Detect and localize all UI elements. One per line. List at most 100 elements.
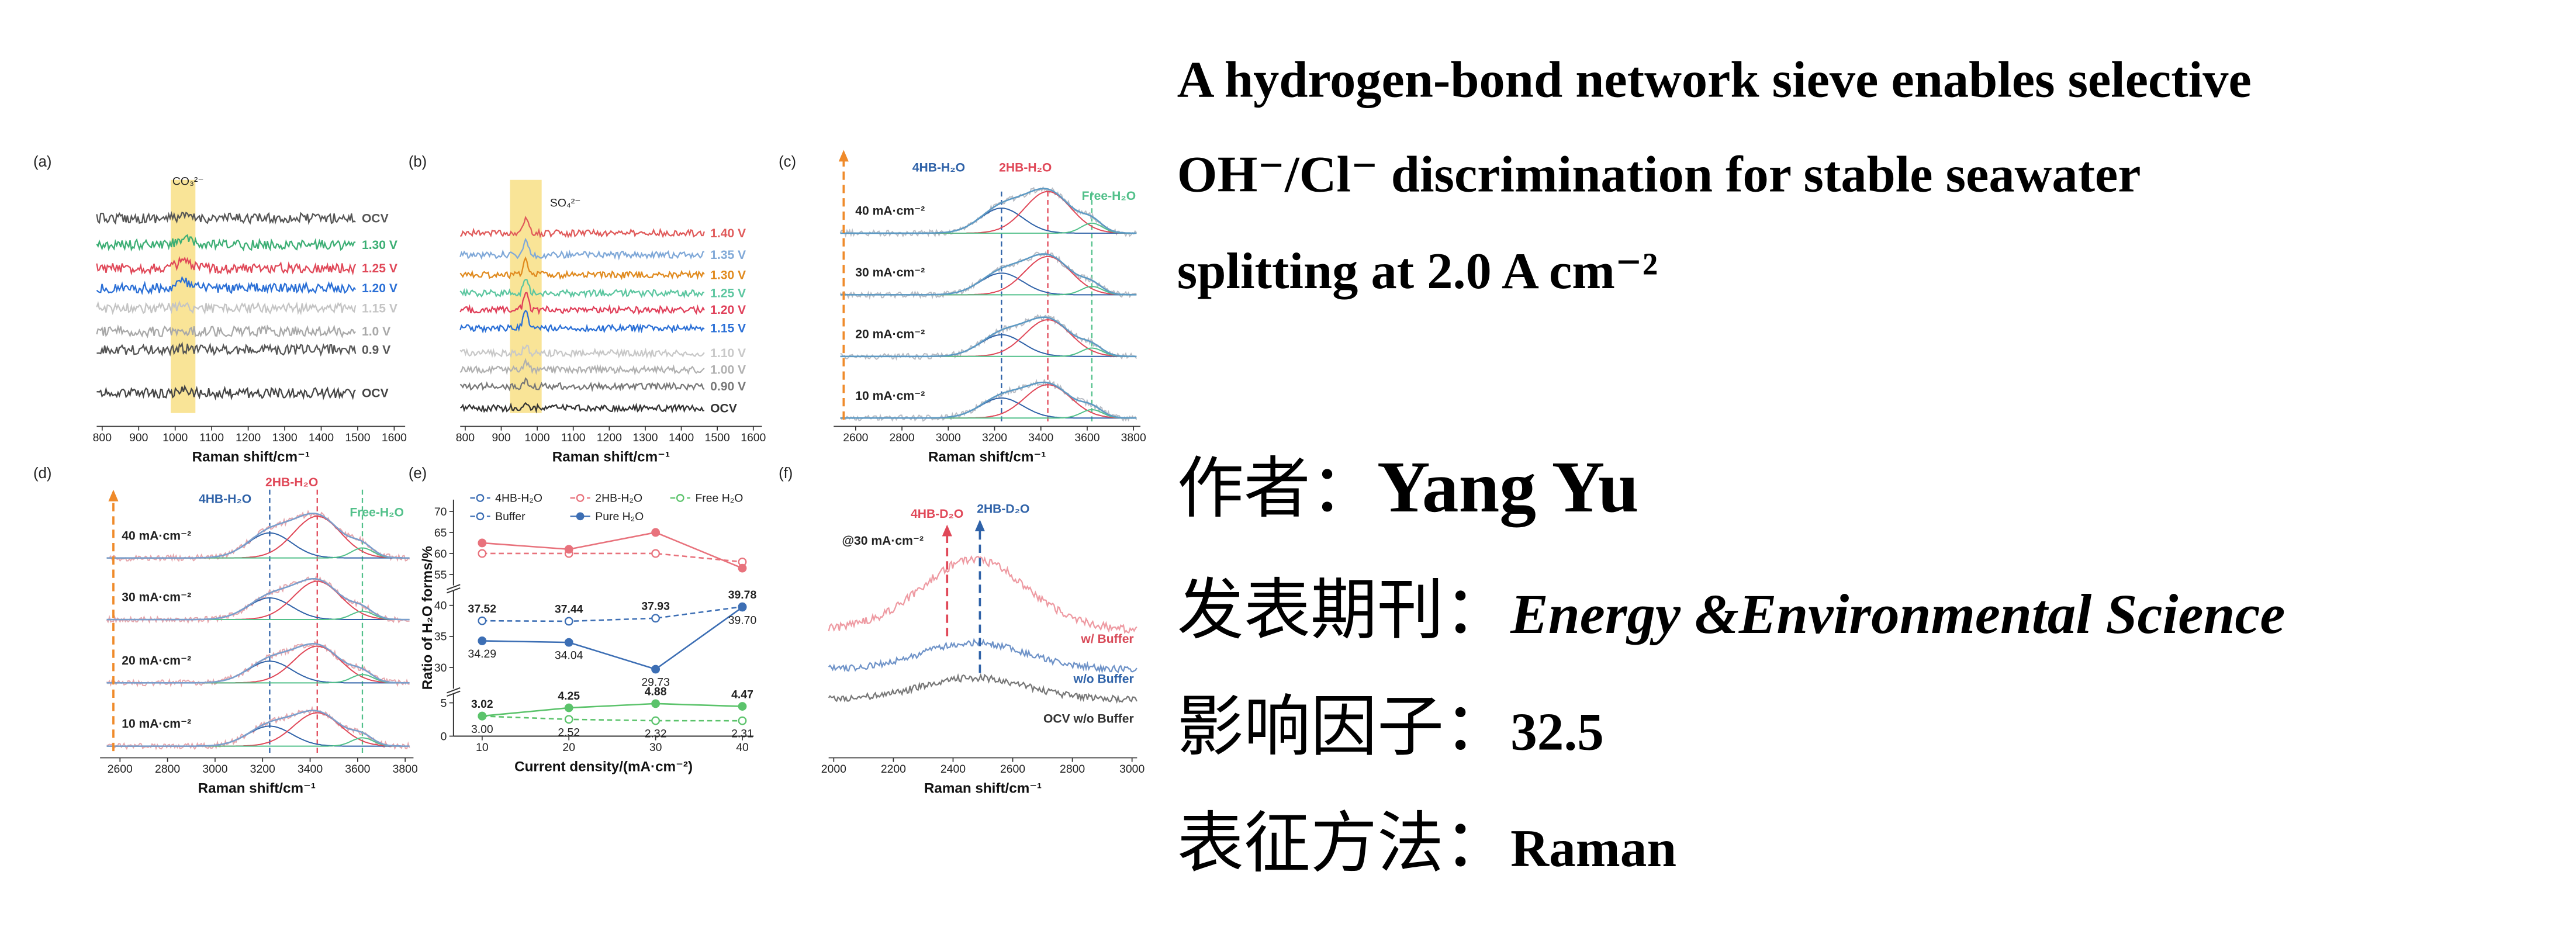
curve-label: w/ Buffer: [1080, 632, 1133, 646]
spectrum: [459, 344, 705, 359]
title-line: OH⁻/Cl⁻ discrimination for stable seawat…: [1177, 146, 2141, 203]
peak-label: Free-H₂O: [350, 506, 404, 519]
x-axis-label: Raman shift/cm⁻¹: [192, 449, 310, 465]
info-value: Yang Yu: [1377, 447, 1639, 528]
y-tick-label: 60: [434, 548, 447, 561]
fit-sum: [106, 577, 410, 621]
point: [564, 638, 573, 647]
value-label: 39.70: [728, 614, 757, 627]
x-tick-label: 30: [649, 741, 662, 754]
x-tick-label: 3800: [393, 763, 418, 776]
value-label: 4.47: [731, 688, 753, 701]
curve-label: 1.35 V: [710, 248, 746, 262]
value-label: 37.44: [555, 603, 583, 616]
spectrum: [839, 250, 1137, 300]
fit-sum: [840, 316, 1137, 358]
arrow-head: [974, 520, 985, 532]
curve-label: 10 mA·cm⁻²: [855, 389, 925, 403]
x-tick-label: 1600: [741, 431, 766, 444]
x-tick-label: 2800: [155, 763, 180, 776]
x-axis-label: Current density/(mA·cm⁻²): [514, 759, 693, 774]
spectrum: [96, 324, 356, 338]
point: [651, 699, 661, 708]
curve-label: 1.0 V: [362, 325, 390, 338]
point: [478, 636, 487, 645]
arrow-head: [838, 150, 849, 162]
curve-label: 1.10 V: [710, 347, 746, 360]
curve-label: 40 mA·cm⁻²: [122, 529, 191, 542]
x-tick-label: 3600: [1074, 431, 1099, 444]
peak-label: 4HB-H₂O: [912, 161, 965, 175]
legend-label: Buffer: [495, 510, 525, 523]
value-label: 4.88: [645, 686, 667, 698]
series-line: [482, 606, 743, 622]
x-tick-label: 800: [456, 431, 475, 444]
value-label: 37.93: [641, 600, 670, 613]
spectrum: [96, 255, 357, 276]
x-tick-label: 1400: [669, 431, 694, 444]
curve-label: 1.30 V: [710, 268, 746, 282]
spectrum: [459, 358, 705, 376]
x-tick-label: 1400: [309, 431, 334, 444]
point: [651, 665, 661, 674]
x-tick-label: 1100: [561, 431, 586, 444]
spectrum: [460, 402, 705, 414]
y-tick-label: 35: [434, 631, 447, 644]
spectrum: [828, 673, 1137, 704]
x-tick-label: 40: [736, 741, 749, 754]
peak-label: 4HB-H₂O: [199, 493, 251, 506]
x-tick-label: 3000: [1119, 763, 1144, 776]
spectrum: [96, 210, 356, 225]
curve-label: 1.25 V: [362, 262, 397, 275]
panel-tag: (a): [33, 154, 51, 170]
x-tick-label: 1000: [162, 431, 188, 444]
point: [564, 703, 573, 712]
legend-marker: [476, 494, 485, 502]
series-line: [482, 552, 743, 563]
axis-break-gap: [447, 689, 461, 694]
curve-label: OCV: [362, 212, 389, 225]
x-axis-label: Raman shift/cm⁻¹: [198, 780, 316, 796]
curve-label: 0.90 V: [710, 380, 746, 393]
spectrum: [96, 276, 357, 296]
fit-sum: [840, 253, 1137, 296]
info-value: 32.5: [1510, 702, 1604, 761]
x-tick-label: 2800: [1060, 763, 1085, 776]
legend-marker: [576, 512, 585, 521]
legend-marker: [476, 512, 485, 521]
x-axis-label: Raman shift/cm⁻¹: [924, 780, 1042, 796]
curve-label: 1.40 V: [710, 227, 746, 240]
curve-label: 20 mA·cm⁻²: [855, 327, 925, 341]
x-tick-label: 3600: [345, 763, 370, 776]
legend-marker: [576, 494, 585, 502]
curve-label: 1.25 V: [710, 287, 746, 300]
spectrum: [459, 256, 705, 281]
value-label: 3.00: [471, 723, 493, 736]
fit-sum: [106, 513, 410, 559]
curve-label: 1.20 V: [362, 282, 397, 295]
point: [564, 715, 573, 724]
info-label: 发表期刊：: [1177, 571, 1510, 649]
annotation: SO₄²⁻: [550, 196, 581, 209]
point: [478, 616, 487, 625]
y-tick-label: 55: [434, 569, 447, 582]
point: [478, 711, 487, 721]
x-tick-label: 2000: [821, 763, 846, 776]
point: [651, 716, 661, 725]
arrow-head: [942, 524, 952, 537]
info-label: 表征方法：: [1177, 804, 1510, 882]
x-tick-label: 2600: [108, 763, 133, 776]
axis-break-gap: [447, 585, 461, 591]
spectrum: [828, 638, 1137, 674]
x-tick-label: 3200: [982, 431, 1007, 444]
x-tick-label: 1200: [597, 431, 622, 444]
axis-break: [447, 687, 461, 697]
series-line: [482, 715, 743, 722]
info-line: 作者：Yang Yu: [1177, 447, 1639, 528]
y-tick-label: 65: [434, 527, 447, 539]
fit-sum: [106, 710, 410, 747]
x-tick-label: 1500: [345, 431, 370, 444]
x-tick-label: 1000: [525, 431, 550, 444]
info-line: 影响因子：32.5: [1177, 687, 1604, 765]
